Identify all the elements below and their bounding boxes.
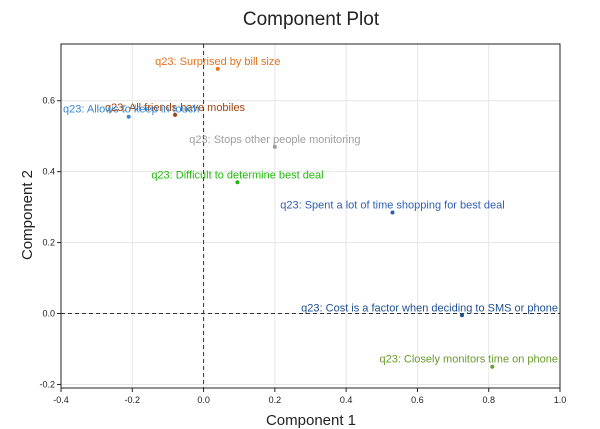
point-label: q23: Surprised by bill size — [155, 56, 280, 68]
scatter-point — [390, 210, 395, 215]
x-tick-label: 0.2 — [269, 395, 282, 405]
y-tick-label: 0.2 — [42, 238, 55, 248]
y-tick-label: 0.0 — [42, 309, 55, 319]
scatter-point — [215, 66, 220, 71]
y-axis-label: Component 2 — [19, 170, 36, 260]
x-tick-label: 1.0 — [554, 395, 567, 405]
y-tick-label: 0.4 — [42, 167, 55, 177]
point-label: q23: All friends have mobiles — [105, 102, 246, 114]
point-label: q23: Cost is a factor when deciding to S… — [301, 302, 558, 314]
scatter-point — [235, 180, 240, 185]
scatter-point — [126, 114, 131, 119]
x-tick-label: 0.8 — [482, 395, 495, 405]
x-tick-label: 0.4 — [340, 395, 353, 405]
x-tick-label: 0.0 — [197, 395, 210, 405]
point-label: q23: Closely monitors time on phone — [379, 354, 558, 366]
plot-frame — [60, 43, 561, 389]
scatter-point — [272, 144, 277, 149]
plot-area: -0.4 -0.2 0.0 0.2 0.4 0.6 0.8 1.0 -0.2 0.0 0.2 0.4 0… — [39, 43, 567, 405]
scatter-point — [459, 313, 464, 318]
scatter-point — [173, 112, 178, 117]
chart-title: Component Plot — [243, 9, 380, 30]
scatter-point — [490, 364, 495, 369]
x-tick-label: -0.4 — [53, 395, 69, 405]
point-label: q23: Allows to keep in touch — [63, 104, 199, 116]
point-label: q23: Difficult to determine best deal — [151, 169, 323, 181]
y-tick-label: 0.6 — [42, 96, 55, 106]
point-label: q23: Stops other people monitoring — [189, 134, 360, 146]
point-label: q23: Spent a lot of time shopping for be… — [280, 199, 504, 211]
x-tick-label: 0.6 — [411, 395, 424, 405]
x-axis-label: Component 1 — [266, 412, 356, 429]
x-tick-label: -0.2 — [125, 395, 141, 405]
y-tick-label: -0.2 — [39, 379, 55, 389]
